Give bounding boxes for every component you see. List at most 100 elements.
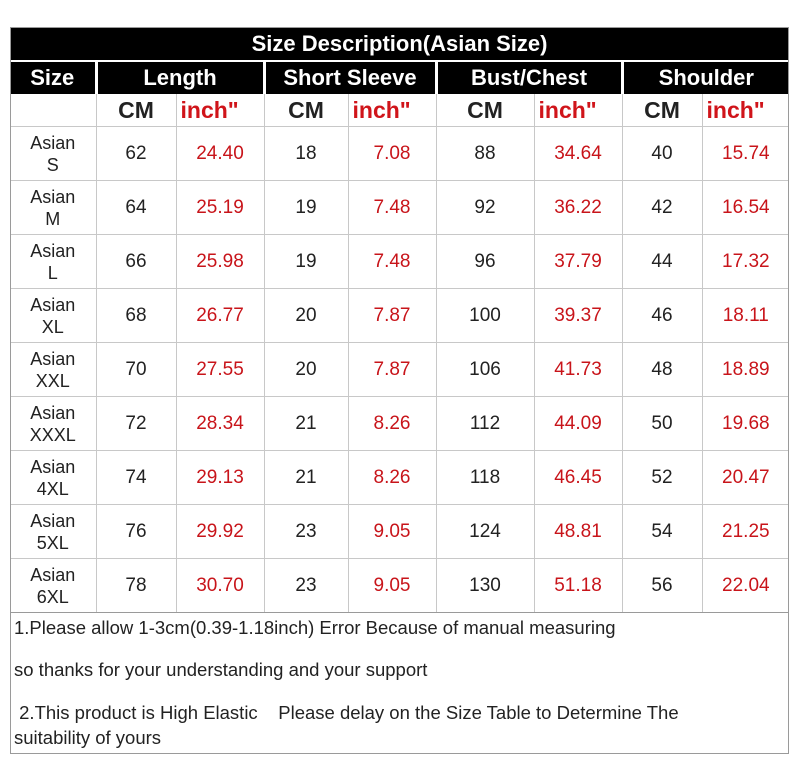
unit-inch: inch" [533,94,622,127]
shoulder-cm: 56 [621,558,702,613]
header-shoulder: Shoulder [620,61,790,94]
bust-cm: 92 [435,180,534,235]
sleeve-cm: 21 [263,396,348,451]
sleeve-cm: 19 [263,180,348,235]
sleeve-inch: 8.26 [347,450,436,505]
shoulder-inch: 16.54 [701,180,790,235]
unit-cm: CM [95,94,176,127]
sleeve-cm: 18 [263,126,348,181]
bust-cm: 106 [435,342,534,397]
shoulder-inch: 15.74 [701,126,790,181]
size-cell: Asian L [10,234,96,289]
table-row: Asian L 66 25.98 19 7.48 96 37.79 44 17.3… [10,234,790,289]
size-cell: Asian 4XL [10,450,96,505]
length-cm: 72 [95,396,176,451]
sleeve-inch: 7.08 [347,126,436,181]
bust-inch: 48.81 [533,504,622,559]
length-cm: 74 [95,450,176,505]
shoulder-cm: 46 [621,288,702,343]
shoulder-inch: 18.11 [701,288,790,343]
table-title: Size Description(Asian Size) [10,27,790,62]
header-bust-chest: Bust/Chest [434,61,622,94]
bust-inch: 46.45 [533,450,622,505]
sleeve-inch: 7.87 [347,288,436,343]
shoulder-cm: 40 [621,126,702,181]
size-cell: Asian XXXL [10,396,96,451]
table-frame [10,27,789,754]
table-row: Asian M 64 25.19 19 7.48 92 36.22 42 16.5… [10,180,790,235]
shoulder-cm: 54 [621,504,702,559]
shoulder-cm: 44 [621,234,702,289]
unit-inch: inch" [347,94,436,127]
shoulder-inch: 21.25 [701,504,790,559]
unit-cm: CM [621,94,702,127]
table-row: Asian 6XL 78 30.70 23 9.05 130 51.18 56 2… [10,558,790,613]
unit-cm: CM [263,94,348,127]
bust-inch: 37.79 [533,234,622,289]
bust-inch: 44.09 [533,396,622,451]
shoulder-inch: 22.04 [701,558,790,613]
sleeve-inch: 8.26 [347,396,436,451]
size-cell: Asian M [10,180,96,235]
length-inch: 25.19 [175,180,264,235]
bust-inch: 39.37 [533,288,622,343]
note-line-4: suitability of yours [14,727,162,748]
header-short-sleeve: Short Sleeve [262,61,436,94]
unit-cm: CM [435,94,534,127]
length-inch: 28.34 [175,396,264,451]
length-cm: 66 [95,234,176,289]
size-cell: Asian S [10,126,96,181]
size-cell: Asian 6XL [10,558,96,613]
sleeve-cm: 21 [263,450,348,505]
unit-inch: inch" [175,94,264,127]
sleeve-cm: 23 [263,504,348,559]
unit-blank [10,94,96,127]
length-cm: 64 [95,180,176,235]
length-cm: 62 [95,126,176,181]
shoulder-cm: 52 [621,450,702,505]
notes-section: 1.Please allow 1-3cm(0.39-1.18inch) Erro… [10,612,789,755]
sleeve-inch: 7.48 [347,234,436,289]
bust-cm: 100 [435,288,534,343]
sleeve-cm: 20 [263,342,348,397]
length-inch: 26.77 [175,288,264,343]
bust-cm: 112 [435,396,534,451]
bust-cm: 96 [435,234,534,289]
sleeve-cm: 20 [263,288,348,343]
size-cell: Asian XXL [10,342,96,397]
bust-cm: 118 [435,450,534,505]
unit-inch: inch" [701,94,790,127]
bust-cm: 130 [435,558,534,613]
size-cell: Asian XL [10,288,96,343]
sleeve-inch: 9.05 [347,504,436,559]
bust-cm: 124 [435,504,534,559]
table-row: Asian XXXL 72 28.34 21 8.26 112 44.09 50 … [10,396,790,451]
size-cell: Asian 5XL [10,504,96,559]
length-inch: 24.40 [175,126,264,181]
note-line-3: 2.This product is High Elastic Please de… [14,702,679,723]
sleeve-inch: 7.87 [347,342,436,397]
sleeve-inch: 7.48 [347,180,436,235]
table-row: Asian S 62 24.40 18 7.08 88 34.64 40 15.7… [10,126,790,181]
length-inch: 27.55 [175,342,264,397]
size-table: Size Description(Asian Size) Size Length… [10,27,790,613]
shoulder-cm: 42 [621,180,702,235]
length-inch: 30.70 [175,558,264,613]
length-cm: 76 [95,504,176,559]
table-row: Asian 4XL 74 29.13 21 8.26 118 46.45 52 2… [10,450,790,505]
header-length: Length [94,61,264,94]
sleeve-cm: 19 [263,234,348,289]
shoulder-inch: 17.32 [701,234,790,289]
bust-inch: 36.22 [533,180,622,235]
bust-inch: 51.18 [533,558,622,613]
table-row: Asian 5XL 76 29.92 23 9.05 124 48.81 54 2… [10,504,790,559]
shoulder-inch: 20.47 [701,450,790,505]
length-inch: 29.13 [175,450,264,505]
length-inch: 29.92 [175,504,264,559]
bust-inch: 34.64 [533,126,622,181]
shoulder-inch: 18.89 [701,342,790,397]
length-cm: 70 [95,342,176,397]
table-row: Asian XXL 70 27.55 20 7.87 106 41.73 48 1… [10,342,790,397]
shoulder-cm: 50 [621,396,702,451]
shoulder-inch: 19.68 [701,396,790,451]
